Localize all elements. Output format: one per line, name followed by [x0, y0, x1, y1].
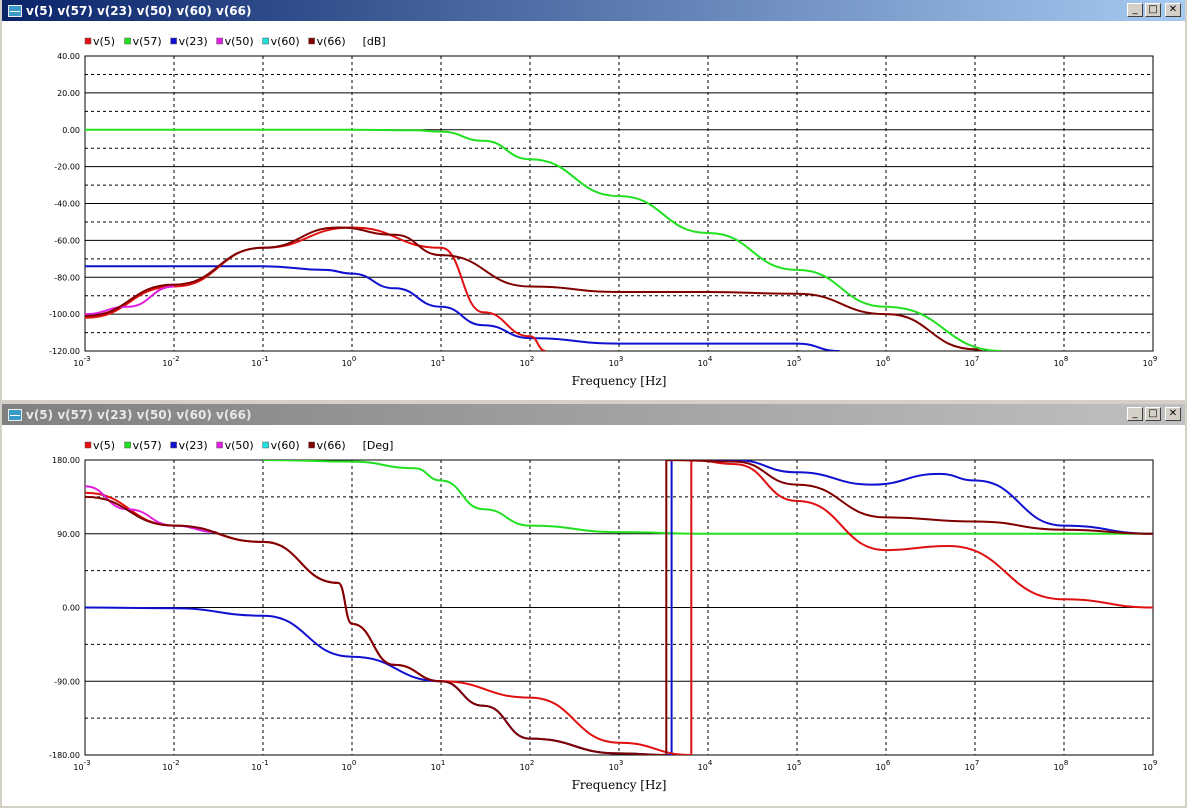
x-tick-label: 10-1	[251, 355, 268, 368]
legend-entry: v(66)	[317, 439, 346, 452]
x-tick-label: 108	[1054, 355, 1069, 368]
series-line-v5	[85, 226, 546, 351]
legend-swatch	[84, 441, 92, 449]
magnitude-titlebar[interactable]: v(5) v(57) v(23) v(50) v(60) v(66) _ □ ✕	[2, 0, 1185, 21]
legend-swatch	[308, 37, 315, 45]
x-tick-label: 105	[787, 355, 802, 368]
maximize-button[interactable]: □	[1145, 407, 1161, 421]
x-tick-label: 101	[431, 355, 446, 368]
legend-swatch	[84, 37, 92, 45]
legend-entry: v(5)	[93, 35, 115, 48]
x-tick-label: 108	[1054, 759, 1069, 772]
x-tick-label: 10-1	[251, 759, 268, 772]
legend-swatch	[170, 441, 177, 449]
unit-label: [dB]	[363, 35, 386, 48]
x-tick-label: 104	[698, 759, 713, 772]
x-axis-label: Frequency [Hz]	[572, 778, 667, 792]
y-tick-label: 90.00	[57, 530, 80, 539]
legend-entry: v(23)	[179, 35, 208, 48]
series-line-v50	[85, 485, 217, 534]
legend-swatch	[124, 441, 131, 449]
x-tick-label: 107	[965, 355, 980, 368]
x-tick-label: 10-2	[162, 759, 179, 772]
legend-entry: v(66)	[317, 35, 346, 48]
legend-swatch	[216, 441, 223, 449]
x-tick-label: 106	[876, 759, 891, 772]
y-tick-label: -20.00	[54, 163, 80, 172]
x-tick-label: 10-2	[162, 355, 179, 368]
legend-swatch	[124, 37, 131, 45]
series-line-v66	[85, 460, 1153, 755]
minimize-button[interactable]: _	[1127, 3, 1143, 17]
phase-window: v(5) v(57) v(23) v(50) v(60) v(66) _ □ ✕…	[0, 404, 1187, 808]
plot-window-icon	[8, 4, 22, 17]
series-line-v57	[85, 128, 1002, 351]
y-tick-label: -60.00	[54, 236, 80, 245]
legend-swatch	[308, 441, 315, 449]
y-tick-label: 20.00	[57, 89, 80, 98]
magnitude-window: v(5) v(57) v(23) v(50) v(60) v(66) _ □ ✕…	[0, 0, 1187, 402]
x-tick-label: 10-3	[73, 759, 90, 772]
x-tick-label: 103	[609, 355, 624, 368]
close-button[interactable]: ✕	[1165, 407, 1181, 421]
magnitude-window-title: v(5) v(57) v(23) v(50) v(60) v(66)	[26, 3, 252, 18]
phase-titlebar[interactable]: v(5) v(57) v(23) v(50) v(60) v(66) _ □ ✕	[2, 404, 1185, 425]
y-tick-label: 0.00	[62, 126, 80, 135]
x-tick-label: 102	[520, 759, 535, 772]
x-tick-label: 107	[965, 759, 980, 772]
legend-entry: v(57)	[133, 439, 162, 452]
x-tick-label: 104	[698, 355, 713, 368]
x-tick-label: 100	[342, 355, 357, 368]
x-tick-label: 102	[520, 355, 535, 368]
y-tick-label: 40.00	[57, 52, 80, 61]
legend-swatch	[262, 441, 269, 449]
y-tick-label: -40.00	[54, 200, 80, 209]
x-tick-label: 106	[876, 355, 891, 368]
x-tick-label: 109	[1143, 759, 1158, 772]
legend-entry: v(50)	[225, 35, 254, 48]
magnitude-plot: 40.00 20.00 0.00 -20.00 -40.00 -60.00 -80.00 -1…	[49, 35, 1158, 388]
plot-window-icon	[8, 408, 22, 421]
y-tick-label: 0.00	[62, 604, 80, 613]
y-tick-label: 180.00	[52, 456, 80, 465]
series-line-v50	[85, 285, 175, 316]
legend-entry: v(50)	[225, 439, 254, 452]
y-tick-label: -180.00	[49, 751, 80, 760]
legend-entry: v(23)	[179, 439, 208, 452]
phase-window-title: v(5) v(57) v(23) v(50) v(60) v(66)	[26, 407, 252, 422]
close-button[interactable]: ✕	[1165, 3, 1181, 17]
x-tick-label: 105	[787, 759, 802, 772]
y-tick-label: -100.00	[49, 310, 80, 319]
series-line-v66	[85, 226, 983, 351]
x-tick-label: 101	[431, 759, 446, 772]
x-tick-label: 10-3	[73, 355, 90, 368]
legend-entry: v(57)	[133, 35, 162, 48]
series-line-v23	[85, 265, 840, 351]
legend-entry: v(60)	[271, 35, 300, 48]
legend-swatch	[216, 37, 223, 45]
y-tick-label: -120.00	[49, 347, 80, 356]
x-axis-label: Frequency [Hz]	[572, 374, 667, 388]
legend-swatch	[262, 37, 269, 45]
x-tick-label: 100	[342, 759, 357, 772]
maximize-button[interactable]: □	[1145, 3, 1161, 17]
unit-label: [Deg]	[363, 439, 394, 452]
minimize-button[interactable]: _	[1127, 407, 1143, 421]
x-tick-label: 109	[1143, 355, 1158, 368]
legend-swatch	[170, 37, 177, 45]
y-tick-label: -80.00	[54, 273, 80, 282]
x-tick-label: 103	[609, 759, 624, 772]
y-tick-label: -90.00	[54, 677, 80, 686]
legend-entry: v(5)	[93, 439, 115, 452]
legend-entry: v(60)	[271, 439, 300, 452]
